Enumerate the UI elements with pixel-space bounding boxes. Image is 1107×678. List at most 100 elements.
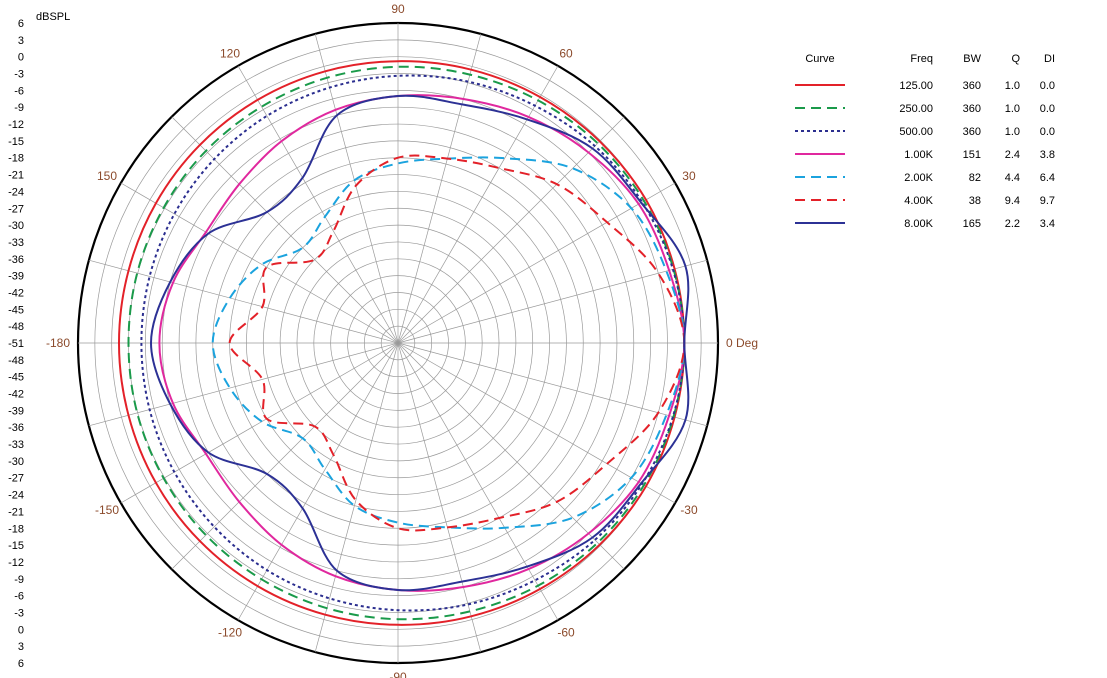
db-tick-label: -21	[8, 170, 24, 182]
legend-freq: 4.00K	[904, 195, 933, 207]
db-tick-label: -51	[8, 338, 24, 350]
db-tick-label: -9	[14, 102, 24, 114]
legend-q: 2.4	[1005, 149, 1020, 161]
legend-freq: 250.00	[899, 103, 933, 115]
radial-unit-label: dBSPL	[36, 11, 70, 23]
db-tick-label: -48	[8, 355, 24, 367]
db-tick-label: 3	[18, 641, 24, 653]
legend-freq: 500.00	[899, 126, 933, 138]
db-tick-label: -12	[8, 119, 24, 131]
legend-bw: 82	[969, 172, 981, 184]
db-tick-label: -18	[8, 153, 24, 165]
grid-spoke	[120, 342, 399, 504]
legend-di: 3.8	[1040, 149, 1055, 161]
db-tick-label: -12	[8, 557, 24, 569]
db-tick-label: -15	[8, 136, 24, 148]
db-tick-label: 0	[18, 624, 24, 636]
grid-spoke	[397, 116, 625, 344]
db-tick-label: -42	[8, 287, 24, 299]
db-tick-label: -24	[8, 490, 24, 502]
grid-spoke	[397, 342, 482, 653]
legend-freq: 2.00K	[904, 172, 933, 184]
grid-spoke	[397, 182, 676, 344]
db-tick-label: -3	[14, 69, 24, 81]
grid-spoke	[397, 65, 559, 344]
series-curve	[158, 94, 686, 592]
legend-q: 4.4	[1005, 172, 1020, 184]
db-tick-label: -42	[8, 389, 24, 401]
legend-freq: 125.00	[899, 80, 933, 92]
grid-spoke	[88, 259, 399, 344]
db-tick-label: -45	[8, 304, 24, 316]
db-tick-label: -30	[8, 456, 24, 468]
legend-q: 1.0	[1005, 80, 1020, 92]
legend-bw: 38	[969, 195, 981, 207]
db-tick-label: -33	[8, 439, 24, 451]
db-tick-label: -36	[8, 422, 24, 434]
grid-spoke	[397, 342, 676, 504]
legend-bw: 360	[963, 103, 981, 115]
db-tick-label: -39	[8, 271, 24, 283]
db-tick-label: 0	[18, 52, 24, 64]
grid-spoke	[397, 33, 482, 344]
db-tick-label: -24	[8, 186, 24, 198]
legend-header: DI	[1044, 53, 1055, 65]
db-tick-label: -15	[8, 540, 24, 552]
grid-spoke	[120, 182, 399, 344]
grid-spoke	[314, 33, 399, 344]
db-tick-label: -27	[8, 203, 24, 215]
angle-label: 150	[97, 169, 117, 183]
angle-label: -60	[557, 625, 575, 639]
grid-spoke	[88, 342, 399, 427]
series-curve	[127, 65, 686, 621]
grid-spoke	[314, 342, 399, 653]
legend-freq: 1.00K	[904, 149, 933, 161]
grid-spoke	[237, 342, 399, 621]
db-tick-label: -45	[8, 372, 24, 384]
legend-header: BW	[963, 53, 981, 65]
db-tick-label: -27	[8, 473, 24, 485]
grid-spoke	[237, 65, 399, 344]
db-tick-label: 6	[18, 18, 24, 30]
db-tick-label: -3	[14, 607, 24, 619]
series-curve	[211, 156, 686, 530]
legend-header: Freq	[910, 53, 933, 65]
db-tick-label: -6	[14, 591, 24, 603]
grid-spoke	[171, 116, 399, 344]
legend-di: 0.0	[1040, 103, 1055, 115]
legend-q: 1.0	[1005, 126, 1020, 138]
db-tick-label: -36	[8, 254, 24, 266]
angle-label: 60	[559, 47, 573, 61]
angle-label: 30	[682, 169, 696, 183]
legend: Curve Freq BW Q DI 125.00 360 1.0 0.0 250.00 360 1.…	[795, 53, 1055, 230]
angle-label: 0 Deg	[726, 336, 758, 350]
polar-grid	[76, 21, 720, 665]
legend-freq: 8.00K	[904, 218, 933, 230]
legend-q: 2.2	[1005, 218, 1020, 230]
db-tick-label: -18	[8, 523, 24, 535]
grid-spoke	[397, 342, 559, 621]
grid-spoke	[397, 342, 625, 570]
series-layer	[117, 60, 690, 626]
angle-label: -180	[46, 336, 70, 350]
db-tick-label: 6	[18, 658, 24, 670]
legend-bw: 360	[963, 80, 981, 92]
legend-header: Q	[1011, 53, 1020, 65]
db-tick-label: 3	[18, 35, 24, 47]
db-tick-label: -6	[14, 85, 24, 97]
db-tick-label: -21	[8, 506, 24, 518]
series-curve	[149, 94, 690, 592]
db-tick-label: -48	[8, 321, 24, 333]
legend-header: Curve	[805, 53, 834, 65]
angle-label: 120	[220, 47, 240, 61]
grid-spoke	[171, 342, 399, 570]
legend-bw: 165	[963, 218, 981, 230]
angle-labels: 0 Deg 30 60 90 120 150 -180 -150 -120 -90 -60 -30	[46, 2, 758, 678]
legend-di: 6.4	[1040, 172, 1055, 184]
angle-label: -120	[218, 625, 242, 639]
legend-di: 3.4	[1040, 218, 1055, 230]
angle-label: -30	[680, 503, 698, 517]
legend-q: 9.4	[1005, 195, 1020, 207]
series-curve	[140, 74, 686, 612]
angle-label: -90	[389, 670, 407, 678]
